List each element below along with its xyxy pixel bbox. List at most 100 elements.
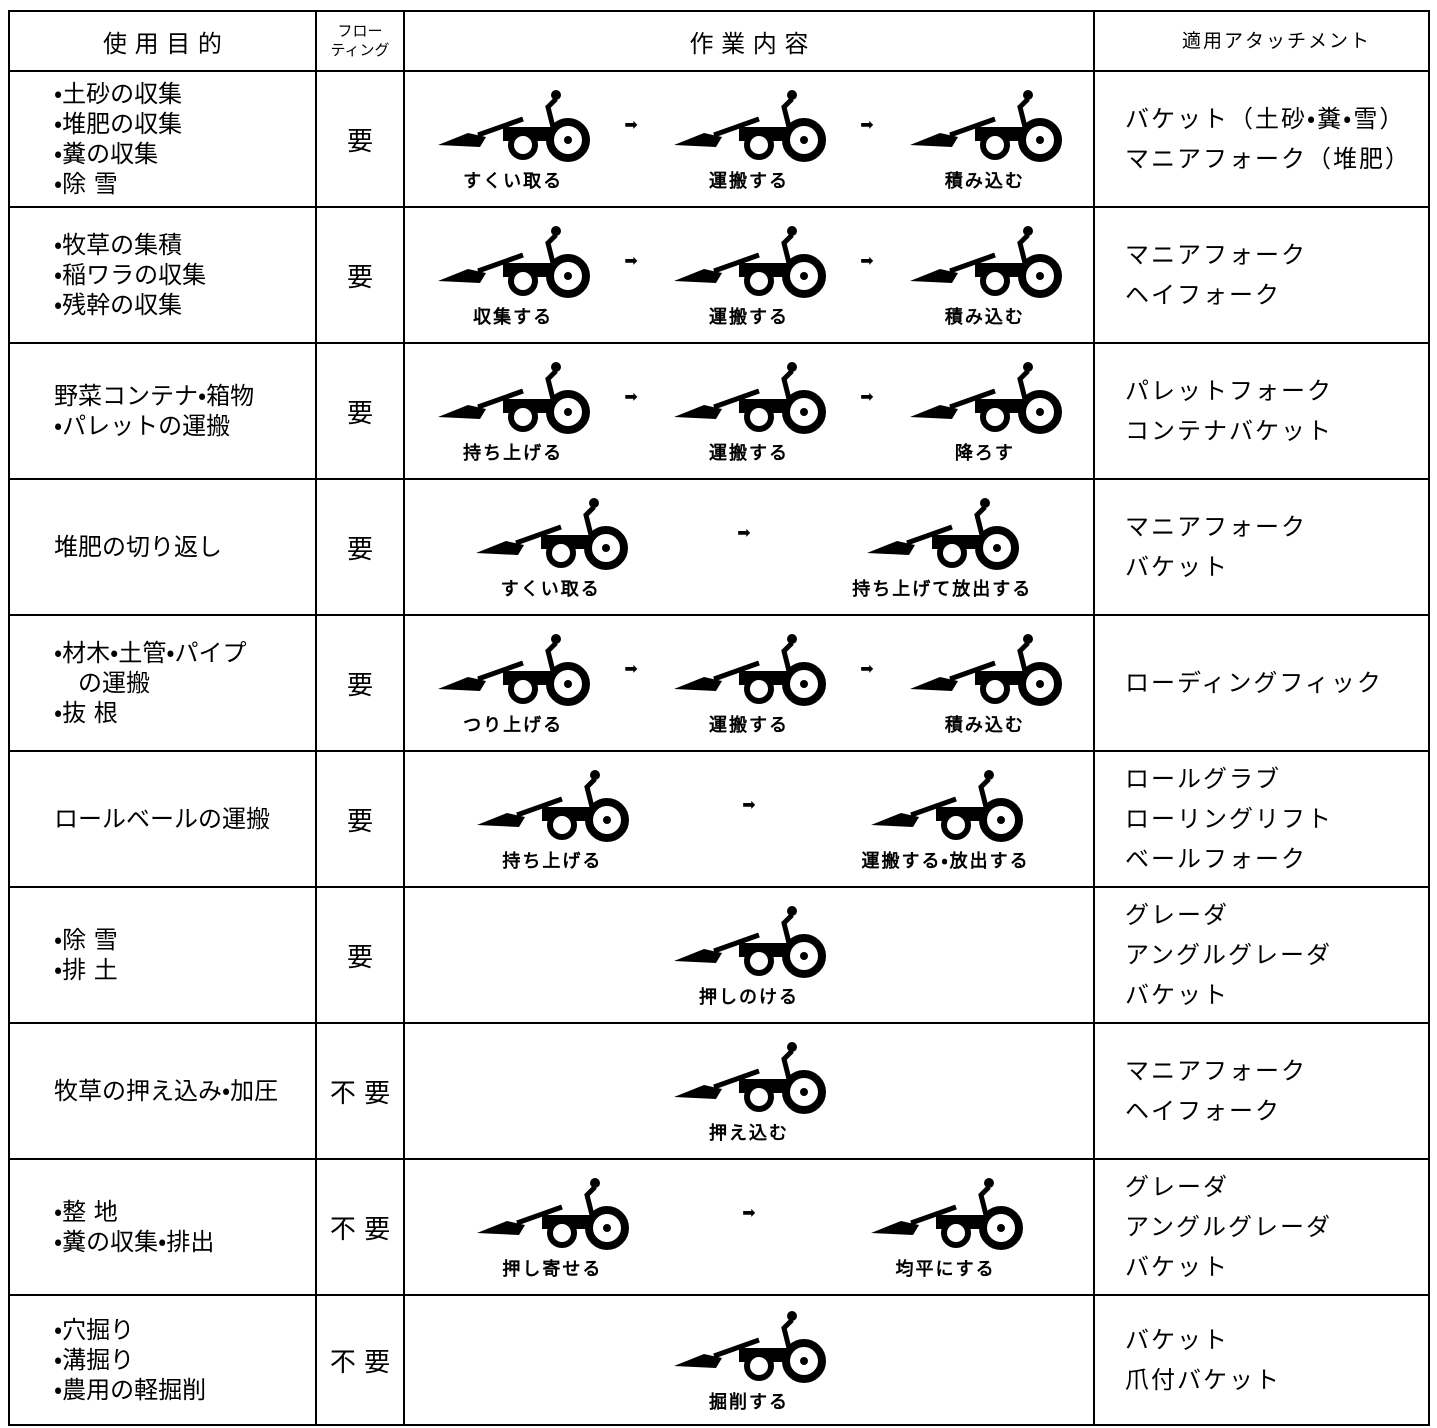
step: すくい取る (428, 85, 598, 193)
steps: すくい取る ➡ 運搬する ➡ 積み込む (405, 85, 1093, 193)
floating-cell: 要 (315, 886, 405, 1024)
header-cell: フロー ティング (315, 10, 405, 72)
icon-part (1022, 90, 1033, 100)
icon-part (744, 1082, 774, 1112)
step: 押え込む (664, 1037, 834, 1145)
attachment-cell: ローディングフィック (1093, 614, 1430, 752)
purpose-cell: ・除 雪・排 土 (8, 886, 317, 1024)
purpose-text: ・土砂の収集 (54, 80, 183, 108)
step-caption: 運搬する (708, 171, 789, 192)
header-cell: 適用アタッチメント (1093, 10, 1430, 72)
icon-part (438, 133, 487, 147)
attachment-text: マニアフォーク (1125, 513, 1307, 541)
attachment-text: ヘイフォーク (1125, 1097, 1281, 1125)
usage-table: 使 用 目 的 フロー ティング 作 業 内 容 適用アタッチメント ・土砂の収集 ・堆肥… (8, 10, 1430, 1426)
icon-part (545, 538, 576, 568)
step: 持ち上げる (467, 765, 637, 873)
purpose-cell: ・材木・土管・パイプ の運搬 ・抜 根 (8, 614, 317, 752)
icon-part (781, 233, 794, 264)
header-text: ティング (330, 41, 390, 59)
icon-part (979, 402, 1010, 432)
step: つり上げる (428, 629, 598, 737)
icon-part (508, 266, 539, 296)
purpose-cell: ・牧草の集積 ・稲ワラの収集 ・残幹の収集 (8, 206, 317, 344)
icon-part (906, 524, 954, 546)
icon-part (713, 1068, 760, 1090)
icon-part (743, 130, 774, 160)
floating-cell: 不 要 (315, 1294, 405, 1426)
table-row: 堆肥の切り返し 要 すくい取る ➡ 持ち上げて放出する マニアフォーク バケット (8, 478, 1430, 616)
work-cell: 持ち上げる ➡ 運搬する ➡ 降ろす (403, 342, 1095, 480)
icon-part (1022, 362, 1033, 372)
step: 運搬する (664, 221, 834, 329)
work-cell: 持ち上げる ➡ 運搬する・放出する (403, 750, 1095, 888)
icon-part (713, 116, 760, 138)
icon-part (787, 906, 797, 916)
icon-part (673, 133, 722, 147)
icon-part (937, 538, 968, 568)
icon-part (1035, 408, 1044, 416)
icon-part (909, 1204, 957, 1226)
purpose-text: ・除 雪 (54, 926, 118, 954)
step-caption: 積み込む (944, 307, 1025, 328)
step: 積み込む (900, 629, 1070, 737)
icon-part (584, 777, 598, 808)
purpose-text: ・農用の軽掘削 (54, 1376, 207, 1404)
icon-part (977, 777, 991, 808)
icon-part (799, 408, 808, 416)
tractor-illustration (673, 634, 826, 706)
icon-part (477, 1221, 526, 1235)
icon-part (438, 677, 487, 691)
work-cell: 掘削する (403, 1294, 1095, 1426)
purpose-cell: ・土砂の収集 ・堆肥の収集 ・糞の収集 ・除 雪 (8, 70, 317, 208)
icon-part (547, 810, 578, 840)
icon-part (799, 680, 808, 688)
icon-part (590, 1178, 601, 1188)
icon-part (781, 641, 794, 672)
attachment-cell: バケット（土砂・糞・雪） マニアフォーク（堆肥） (1093, 70, 1430, 208)
icon-part (674, 949, 722, 963)
icon-part (744, 946, 774, 976)
purpose-cell: ・穴掘り ・溝掘り ・農用の軽掘削 (8, 1294, 317, 1426)
step: 押しのける (664, 901, 834, 1009)
tractor-illustration (477, 1178, 630, 1250)
step-caption: 均平にする (895, 1259, 996, 1280)
icon-part (475, 541, 524, 555)
purpose-text: ロールベールの運搬 (54, 805, 270, 833)
step: 積み込む (900, 85, 1070, 193)
floating-cell: 要 (315, 342, 405, 480)
tractor-illustration (674, 906, 826, 978)
tractor-illustration (870, 770, 1023, 842)
floating-text: 要 (346, 262, 373, 293)
work-cell: 押しのける (403, 886, 1095, 1024)
floating-text: 不 要 (329, 1214, 391, 1245)
icon-part (977, 1185, 991, 1216)
steps: 掘削する (405, 1306, 1093, 1414)
floating-cell: 要 (315, 750, 405, 888)
icon-part (1035, 680, 1044, 688)
arrow: ➡ (860, 114, 874, 134)
icon-part (713, 1337, 760, 1359)
tractor-illustration (867, 498, 1020, 570)
step-caption: 積み込む (944, 171, 1025, 192)
purpose-cell: 堆肥の切り返し (8, 478, 317, 616)
attachment-text: マニアフォーク (1125, 241, 1307, 269)
icon-part (477, 252, 524, 274)
purpose-text: 牧草の押え込み・加圧 (54, 1077, 279, 1105)
arrow: ➡ (624, 386, 638, 406)
work-cell: すくい取る ➡ 持ち上げて放出する (403, 478, 1095, 616)
arrow: ➡ (860, 386, 874, 406)
icon-part (516, 796, 564, 818)
icon-part (590, 770, 601, 780)
step-caption: 掘削する (709, 1392, 789, 1413)
icon-part (781, 1318, 794, 1349)
icon-part (477, 813, 526, 827)
icon-part (949, 116, 996, 138)
step-caption: 持ち上げる (502, 851, 603, 872)
icon-part (1017, 641, 1030, 672)
icon-part (545, 97, 558, 128)
floating-text: 不 要 (329, 1078, 391, 1109)
work-cell: 押え込む (403, 1022, 1095, 1160)
header-text: 適用アタッチメント (1181, 30, 1371, 52)
icon-part (800, 1357, 808, 1365)
